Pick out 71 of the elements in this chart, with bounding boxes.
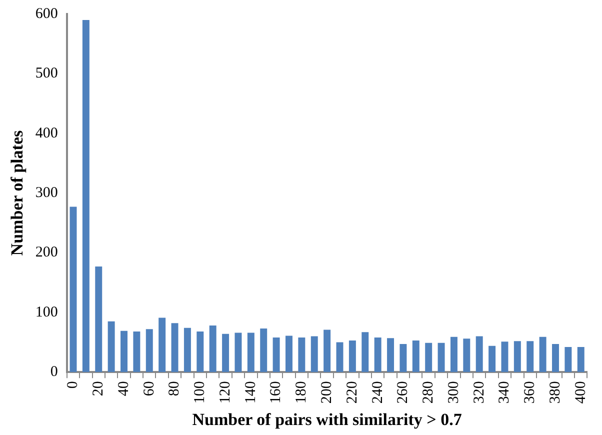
bar <box>488 346 496 372</box>
bar <box>70 206 77 372</box>
bar <box>552 344 559 372</box>
x-tick-label: 40 <box>116 381 132 396</box>
bar <box>501 342 508 372</box>
bar <box>514 341 521 372</box>
bar <box>577 347 584 372</box>
x-tick-label: 80 <box>166 381 183 396</box>
bar <box>412 340 420 372</box>
x-tick-label: 140 <box>242 381 259 404</box>
x-tick-label: 220 <box>344 381 360 404</box>
y-tick-label: 500 <box>35 66 58 82</box>
bar <box>374 337 382 372</box>
bar <box>463 338 470 372</box>
bar <box>526 341 534 372</box>
y-tick-label: 300 <box>35 184 58 201</box>
x-tick-label: 300 <box>446 381 462 404</box>
bar <box>286 336 292 372</box>
y-tick-label: 600 <box>35 6 58 22</box>
bar <box>209 326 216 372</box>
x-tick-label: 160 <box>268 381 284 404</box>
x-tick-label: 380 <box>547 381 564 404</box>
bar <box>450 336 458 372</box>
bar <box>184 328 191 372</box>
bar <box>298 337 306 372</box>
x-tick-label: 340 <box>496 381 513 404</box>
y-axis-title: Number of plates <box>8 130 27 256</box>
bar <box>324 330 331 372</box>
x-axis-title: Number of pairs with similarity > 0.7 <box>192 410 462 430</box>
bar <box>336 342 344 372</box>
bar <box>564 347 572 372</box>
bar <box>120 330 128 372</box>
y-tick-label: 100 <box>35 304 58 320</box>
bar <box>438 342 445 372</box>
bar <box>146 329 153 372</box>
bar <box>272 337 280 372</box>
y-tick-label: 400 <box>35 125 58 142</box>
x-tick-label: 400 <box>572 381 589 404</box>
y-tick-label: 200 <box>35 244 58 261</box>
x-tick-label: 0 <box>65 381 82 389</box>
bar <box>387 338 394 372</box>
bar <box>222 334 230 372</box>
bar <box>196 332 204 372</box>
bar <box>95 266 102 372</box>
x-tick-label: 200 <box>319 381 335 404</box>
bar <box>158 318 166 372</box>
bar <box>539 336 546 372</box>
x-tick-label: 180 <box>294 381 310 404</box>
bar <box>425 342 432 372</box>
bar <box>247 332 254 372</box>
bar <box>82 20 90 372</box>
bar <box>348 340 356 372</box>
x-tick-label: 280 <box>420 381 437 404</box>
x-tick-label: 120 <box>217 381 234 404</box>
y-tick-label: 0 <box>50 364 58 380</box>
x-tick-label: 260 <box>395 381 412 404</box>
bar <box>171 323 178 372</box>
x-tick-label: 240 <box>370 381 386 404</box>
bar <box>400 344 407 372</box>
x-tick-label: 360 <box>522 381 538 404</box>
bar <box>133 332 140 372</box>
bar <box>108 321 115 372</box>
bar <box>310 336 318 372</box>
x-tick-label: 20 <box>90 381 107 396</box>
x-tick-label: 60 <box>141 381 158 396</box>
x-tick-label: 320 <box>471 381 488 404</box>
bar <box>260 328 268 372</box>
bar <box>362 332 369 372</box>
bar <box>476 336 483 372</box>
x-tick-label: 100 <box>192 381 208 404</box>
bar <box>234 332 242 372</box>
